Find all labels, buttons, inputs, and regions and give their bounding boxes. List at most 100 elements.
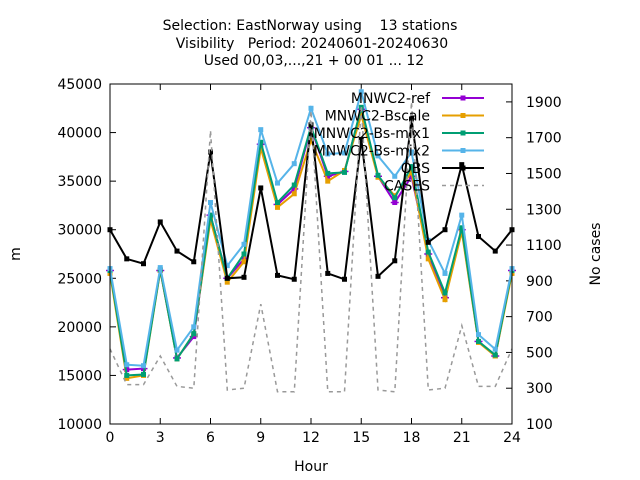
series-2-point [258, 139, 264, 145]
series-2-point [375, 172, 381, 178]
y2-axis-label: No cases [588, 223, 604, 286]
series-4-point [275, 272, 280, 278]
series-3-point [208, 200, 213, 206]
plot-frame [109, 83, 513, 425]
y-tick-label: 35000 [57, 174, 102, 190]
series-4-point [241, 274, 247, 280]
series-3-point [291, 161, 297, 167]
series-3-point [392, 173, 398, 179]
y2-tick-label: 100 [526, 417, 553, 433]
series-3-point [358, 89, 364, 95]
y-axis-label: m [8, 247, 24, 261]
x-tick-label: 3 [156, 430, 165, 446]
series-2-point [291, 182, 297, 188]
series-3-point [442, 270, 448, 276]
series-2-point [191, 331, 197, 337]
y2-tick-label: 1700 [526, 131, 562, 147]
series-1-point [358, 112, 364, 118]
y2-tick-label: 900 [526, 274, 553, 290]
series-2-point [409, 164, 414, 170]
series-4-point [342, 276, 347, 282]
y2-tick-label: 700 [526, 310, 553, 326]
chart-title-line-2: Visibility Period: 20240601-20240630 [176, 36, 448, 52]
legend-label: MNWC2-Bscale [325, 109, 430, 125]
series-2-point [476, 338, 481, 344]
series-3-point [342, 150, 347, 156]
series-1-point [325, 178, 331, 184]
series-4-point [325, 270, 331, 276]
series-3-point [409, 149, 414, 155]
y-tick-label: 10000 [57, 417, 102, 433]
series-4-point [459, 162, 465, 168]
series-4-point [174, 248, 180, 254]
series-2-point [425, 249, 431, 255]
series-4-point [492, 248, 498, 254]
x-tick-label: 15 [352, 430, 370, 446]
series-1-point [442, 297, 448, 303]
series-1-point [224, 279, 230, 285]
legend-label: CASES [384, 179, 430, 195]
series-3-point [476, 332, 481, 338]
series-2-point [141, 371, 146, 377]
series-3-point [375, 153, 381, 159]
y2-tick-label: 1100 [526, 238, 562, 254]
series-3-point [492, 346, 498, 352]
legend-label: MNWC2-Bs-mix1 [314, 126, 430, 142]
series-1-point [425, 256, 431, 262]
x-tick-label: 9 [256, 430, 265, 446]
y2-tick-label: 1900 [526, 95, 562, 111]
series-4-point [308, 122, 314, 128]
x-tick-label: 6 [206, 430, 215, 446]
x-axis-label: Hour [294, 459, 328, 475]
legend-marker [460, 165, 466, 171]
legend-label: MNWC2-ref [351, 91, 431, 107]
series-1-point [291, 191, 297, 197]
x-tick-label: 24 [503, 430, 521, 446]
series-3-point [241, 241, 247, 247]
chart-title-line-1: Selection: EastNorway using 13 stations [163, 18, 458, 34]
series-4-point [258, 185, 264, 191]
series-2-point [275, 200, 280, 206]
series-3-point [459, 212, 465, 218]
legend-marker [460, 148, 466, 153]
series-1-point [409, 169, 414, 175]
y-tick-label: 30000 [57, 223, 102, 239]
series-3-point [141, 363, 146, 369]
series-2-point [174, 356, 180, 362]
series-2-point [392, 195, 398, 201]
series-3-point [157, 265, 163, 271]
series-line-5 [109, 101, 513, 393]
y-tick-label: 15000 [57, 368, 102, 384]
y-tick-label: 25000 [57, 271, 102, 287]
series-2-point [442, 290, 448, 296]
series-4-point [208, 149, 213, 155]
series-2-point [208, 212, 213, 218]
series-4-point [375, 273, 381, 279]
y2-tick-label: 1500 [526, 166, 562, 182]
series-4-point [141, 261, 146, 267]
legend-marker [460, 113, 466, 118]
series-4-point [425, 239, 431, 245]
series-4-point [191, 259, 197, 265]
series-2-point [342, 169, 347, 175]
series-4-point [124, 256, 130, 262]
y-tick-label: 40000 [57, 126, 102, 142]
series-1-point [241, 259, 247, 265]
series-4-point [224, 275, 230, 281]
series-3-point [124, 362, 130, 368]
y-tick-label: 45000 [57, 77, 102, 93]
legend-label: OBS [401, 161, 430, 177]
series-1-point [308, 137, 314, 143]
y2-tick-label: 1300 [526, 202, 562, 218]
plot-area: 1000015000200002500030000350004000045000… [57, 77, 561, 446]
series-3-point [325, 151, 331, 157]
y2-tick-label: 500 [526, 345, 553, 361]
x-tick-label: 21 [453, 430, 471, 446]
x-tick-label: 12 [302, 430, 320, 446]
series-3-point [191, 324, 197, 330]
series-3-point [275, 180, 280, 186]
series-1-point [275, 204, 280, 210]
series-3-point [308, 105, 314, 111]
